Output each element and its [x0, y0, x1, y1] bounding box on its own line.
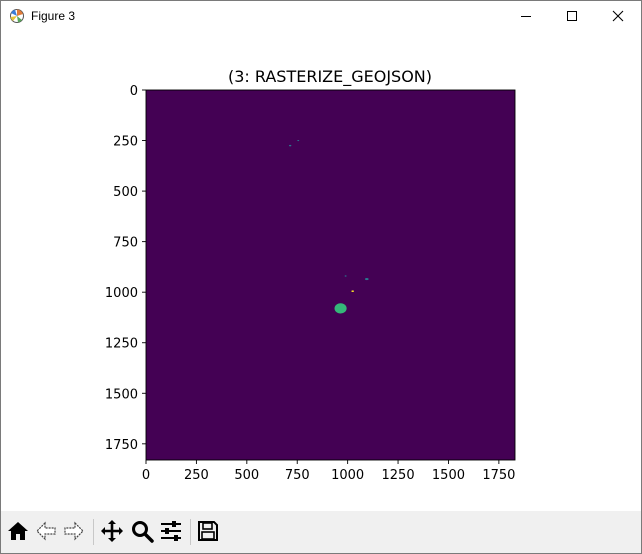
axes: 0 250 500 750 1000 1250 1500 1750 0 250 500 750 1000…: [105, 84, 516, 483]
raster-feature: [364, 277, 369, 281]
x-tick-label: 1000: [331, 468, 364, 483]
matplotlib-icon[interactable]: [9, 8, 25, 24]
window-title: Figure 3: [31, 9, 76, 23]
plot-area[interactable]: [146, 90, 515, 460]
x-tick-label: 0: [142, 468, 150, 483]
toolbar-separator: [190, 519, 191, 545]
back-arrow-icon: [34, 519, 58, 547]
y-tick-label: 0: [130, 84, 138, 99]
x-tick-label: 1250: [382, 468, 415, 483]
y-tick-label: 750: [113, 236, 138, 251]
maximize-icon: [566, 7, 578, 26]
pan-icon: [100, 519, 124, 547]
maximize-button[interactable]: [549, 1, 595, 32]
y-tick-label: 1000: [105, 286, 138, 301]
zoom-button[interactable]: [128, 519, 156, 547]
home-icon: [6, 519, 30, 547]
toolbar-separator: [93, 519, 94, 545]
y-tick-label: 1750: [105, 438, 138, 453]
raster-feature: [334, 303, 347, 314]
figure-canvas[interactable]: (3: RASTERIZE_GEOJSON) 0 250 500 750 1000 125…: [1, 32, 641, 511]
raster-background: [146, 90, 515, 460]
y-tick-label: 1250: [105, 337, 138, 352]
plot-frame: [145, 89, 516, 461]
forward-arrow-icon: [62, 519, 86, 547]
chart-title: (3: RASTERIZE_GEOJSON): [228, 67, 432, 87]
configure-subplots-button[interactable]: [157, 519, 185, 547]
back-button[interactable]: [32, 519, 60, 547]
pan-button[interactable]: [98, 519, 126, 547]
x-tick-label: 250: [184, 468, 209, 483]
close-icon: [612, 7, 624, 26]
x-tick-label: 750: [285, 468, 310, 483]
x-tick-label: 1500: [432, 468, 465, 483]
zoom-icon: [130, 519, 154, 547]
raster-feature: [297, 139, 300, 142]
save-button[interactable]: [194, 519, 222, 547]
minimize-icon: [520, 7, 532, 26]
y-tick-label: 500: [113, 185, 138, 200]
y-tick-label: 1500: [105, 387, 138, 402]
raster-feature: [344, 275, 347, 277]
minimize-button[interactable]: [503, 1, 549, 32]
home-button[interactable]: [4, 519, 32, 547]
save-icon: [196, 519, 220, 547]
sliders-icon: [159, 519, 183, 547]
x-tick-label: 1750: [482, 468, 515, 483]
x-tick-label: 500: [234, 468, 259, 483]
forward-button[interactable]: [60, 519, 88, 547]
y-tick-label: 250: [113, 135, 138, 150]
close-button[interactable]: [595, 1, 641, 32]
navigation-toolbar: [1, 511, 641, 553]
raster-feature: [351, 290, 355, 293]
plot-svg[interactable]: (3: RASTERIZE_GEOJSON) 0 250 500 750 1000 125…: [1, 32, 641, 511]
raster-feature: [288, 144, 292, 147]
title-bar[interactable]: Figure 3: [1, 1, 641, 32]
